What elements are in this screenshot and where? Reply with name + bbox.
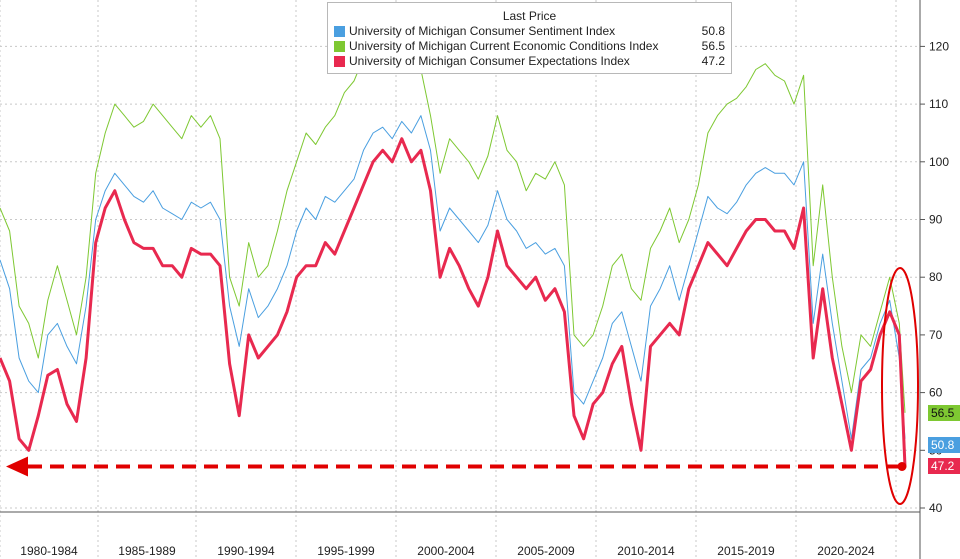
annotation-highlight-ellipse xyxy=(881,267,919,505)
series-line-sentiment xyxy=(0,115,906,440)
legend-entry-current: University of Michigan Current Economic … xyxy=(328,39,731,54)
legend-swatch-sentiment xyxy=(334,26,345,37)
last-value-badge-sentiment xyxy=(928,437,960,453)
y-tick-label: 70 xyxy=(929,328,943,342)
legend-entry-sentiment: University of Michigan Consumer Sentimen… xyxy=(328,24,731,39)
series-line-current-conditions xyxy=(0,40,906,413)
y-tick-label: 100 xyxy=(929,155,949,169)
last-value-text-sentiment: 50.8 xyxy=(931,438,955,452)
last-value-text-expectations: 47.2 xyxy=(931,459,955,473)
y-tick-label: 110 xyxy=(929,97,948,111)
legend-value-current: 56.5 xyxy=(701,39,725,53)
legend-swatch-current xyxy=(334,41,345,52)
x-tick-label: 2005-2009 xyxy=(517,544,575,558)
legend-label-sentiment: University of Michigan Consumer Sentimen… xyxy=(349,24,616,38)
legend-value-expectations: 47.2 xyxy=(701,54,725,68)
legend-label-current: University of Michigan Current Economic … xyxy=(349,39,659,53)
last-value-text-current-conditions: 56.5 xyxy=(931,406,955,420)
legend-title: Last Price xyxy=(502,9,557,23)
x-tick-label: 2015-2019 xyxy=(717,544,775,558)
x-tick-label: 1985-1989 xyxy=(118,544,176,558)
annotation-endpoint xyxy=(897,461,907,471)
x-axis: 1980-1984 1985-1989 1990-1994 1995-1999 2000… xyxy=(0,511,920,558)
annotation-arrowhead xyxy=(6,456,28,477)
last-value-badges: 50.8 56.5 47.2 xyxy=(928,405,960,474)
series-line-expectations xyxy=(0,137,907,467)
x-tick-label: 1995-1999 xyxy=(317,544,375,558)
vertical-gridlines xyxy=(0,0,897,559)
x-tick-label: 1990-1994 xyxy=(217,544,275,558)
y-tick-label: 80 xyxy=(929,270,943,284)
last-value-badge-current-conditions xyxy=(928,405,960,421)
y-tick-label: 120 xyxy=(929,39,949,53)
series-layer xyxy=(0,40,907,467)
x-tick-label: 2010-2014 xyxy=(617,544,675,558)
legend-swatch-expectations xyxy=(334,56,345,67)
y-tick-label: 90 xyxy=(929,213,943,227)
legend-entry-expectations: University of Michigan Consumer Expectat… xyxy=(328,54,731,69)
annotation-layer xyxy=(6,267,919,505)
legend-value-sentiment: 50.8 xyxy=(701,24,725,38)
last-value-badge-expectations xyxy=(928,458,960,474)
legend: Last Price University of Michigan Consum… xyxy=(327,2,732,74)
legend-label-expectations: University of Michigan Consumer Expectat… xyxy=(349,54,630,68)
y-tick-label: 60 xyxy=(929,386,943,400)
x-tick-label: 2020-2024 xyxy=(817,544,875,558)
y-axis: 405060708090100110120 xyxy=(919,0,949,559)
horizontal-gridlines xyxy=(0,45,920,509)
x-tick-label: 1980-1984 xyxy=(20,544,78,558)
y-tick-label: 40 xyxy=(929,501,943,515)
x-tick-label: 2000-2004 xyxy=(417,544,475,558)
